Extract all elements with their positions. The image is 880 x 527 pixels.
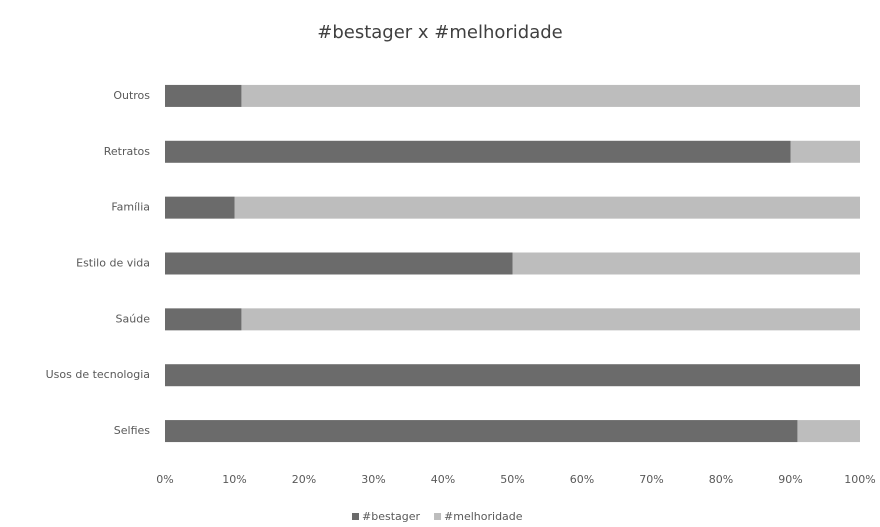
y-tick-label: Retratos bbox=[104, 145, 151, 158]
legend-swatch bbox=[352, 513, 359, 520]
y-tick-label: Saúde bbox=[116, 312, 151, 325]
legend-label: #melhoridade bbox=[444, 510, 523, 523]
x-tick-label: 60% bbox=[570, 473, 594, 486]
bar-segment bbox=[241, 308, 860, 331]
bar-segment bbox=[512, 252, 860, 275]
bar-segment bbox=[165, 364, 860, 387]
x-tick-label: 40% bbox=[431, 473, 455, 486]
chart-title: #bestager x #melhoridade bbox=[317, 22, 563, 43]
y-tick-label: Família bbox=[111, 201, 150, 214]
x-tick-label: 20% bbox=[292, 473, 316, 486]
y-tick-label: Estilo de vida bbox=[76, 257, 150, 270]
bar-segment bbox=[797, 420, 860, 443]
bar-segment bbox=[165, 196, 235, 219]
y-tick-label: Usos de tecnologia bbox=[46, 368, 150, 381]
x-tick-label: 10% bbox=[222, 473, 246, 486]
bar-segment bbox=[165, 420, 798, 443]
y-tick-label: Selfies bbox=[114, 424, 151, 437]
bar-segment bbox=[165, 140, 791, 163]
bar-segment bbox=[234, 196, 860, 219]
x-tick-label: 90% bbox=[778, 473, 802, 486]
legend-label: #bestager bbox=[362, 510, 421, 523]
x-tick-label: 70% bbox=[639, 473, 663, 486]
bar-segment bbox=[165, 84, 242, 107]
x-tick-label: 50% bbox=[500, 473, 524, 486]
bar-segment bbox=[241, 84, 860, 107]
x-tick-label: 80% bbox=[709, 473, 733, 486]
bar-segment bbox=[790, 140, 860, 163]
legend-swatch bbox=[434, 513, 442, 520]
y-tick-label: Outros bbox=[113, 89, 150, 102]
bar-segment bbox=[165, 308, 242, 331]
x-tick-label: 30% bbox=[361, 473, 385, 486]
x-tick-label: 100% bbox=[844, 473, 875, 486]
bar-segment bbox=[165, 252, 513, 275]
x-tick-label: 0% bbox=[156, 473, 173, 486]
